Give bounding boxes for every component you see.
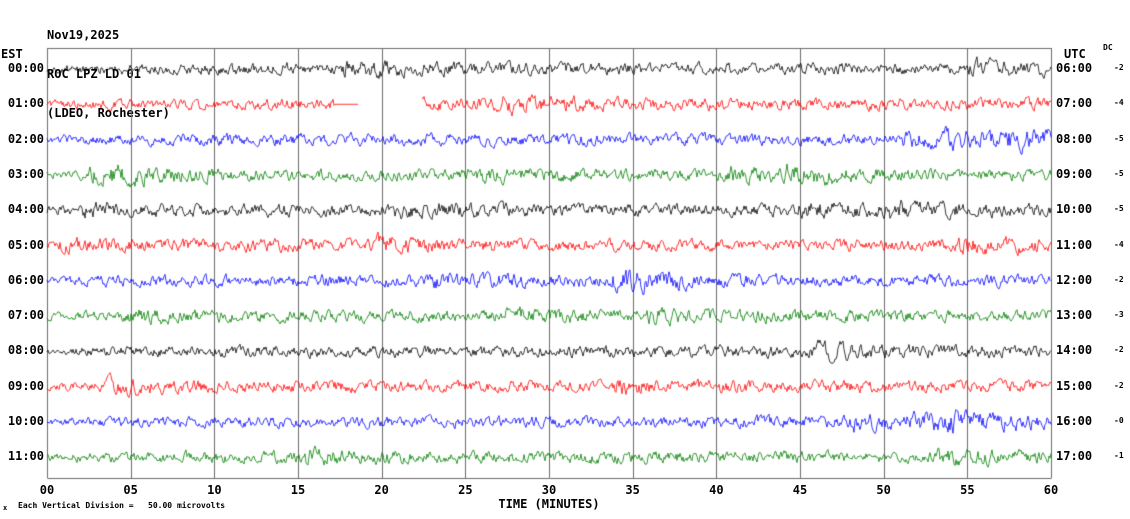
- x-tick-label: 10: [207, 483, 222, 497]
- dc-offset-value: -4: [1114, 239, 1124, 249]
- scale-marker: x: [3, 504, 8, 512]
- dc-offset-value: -4: [1114, 98, 1124, 108]
- est-hour-label: 10:00: [7, 414, 44, 428]
- utc-hour-label: 17:00: [1056, 449, 1093, 464]
- x-tick-label: 55: [960, 483, 975, 497]
- utc-hour-label: 12:00: [1056, 272, 1093, 287]
- x-axis-title: TIME (MINUTES): [498, 497, 600, 511]
- est-hour-label: 04:00: [7, 202, 44, 217]
- dc-offset-value: -3: [1114, 310, 1124, 320]
- x-tick-label: 50: [876, 483, 891, 497]
- est-hour-label: 08:00: [7, 343, 44, 358]
- dc-offset-value: -5: [1114, 168, 1124, 178]
- est-hour-label: 02:00: [7, 131, 44, 146]
- utc-hour-label: 07:00: [1056, 96, 1093, 111]
- x-tick-label: 05: [123, 483, 138, 497]
- dc-offset-value: -1: [1114, 451, 1124, 461]
- dc-offset-value: -5: [1114, 133, 1124, 143]
- est-hour-label: 11:00: [7, 449, 44, 464]
- dc-offset-value: -5: [1114, 204, 1124, 214]
- utc-hour-label: 10:00: [1056, 202, 1093, 217]
- dc-offset-value: -2: [1114, 274, 1124, 284]
- est-hour-label: 06:00: [7, 272, 44, 287]
- est-hour-label: 01:00: [7, 96, 44, 111]
- x-tick-label: 20: [374, 483, 389, 497]
- utc-hour-label: 06:00: [1056, 61, 1093, 75]
- utc-hour-label: 13:00: [1056, 308, 1093, 323]
- est-hour-label: 00:00: [7, 61, 44, 75]
- dc-offset-value: -2: [1114, 63, 1124, 72]
- dc-offset-value: -0: [1114, 416, 1124, 425]
- utc-hour-label: 15:00: [1056, 378, 1093, 393]
- x-tick-label: 60: [1043, 483, 1059, 497]
- x-tick-label: 00: [39, 483, 55, 497]
- utc-hour-label: 09:00: [1056, 166, 1093, 181]
- est-hour-label: 07:00: [7, 308, 44, 323]
- utc-hour-label: 11:00: [1056, 237, 1093, 252]
- est-hour-label: 09:00: [7, 378, 44, 393]
- x-tick-label: 25: [458, 483, 473, 497]
- dc-offset-value: -2: [1114, 345, 1124, 355]
- scale-note: Each Vertical Division = 50.00 microvolt…: [18, 501, 226, 510]
- utc-hour-label: 08:00: [1056, 131, 1093, 146]
- x-tick-label: 35: [625, 483, 640, 497]
- est-hour-label: 05:00: [7, 237, 44, 252]
- x-tick-label: 40: [709, 483, 724, 497]
- utc-hour-label: 16:00: [1056, 414, 1093, 428]
- utc-hour-label: 14:00: [1056, 343, 1093, 358]
- dc-offset-value: -2: [1114, 380, 1124, 390]
- x-tick-label: 30: [541, 483, 557, 497]
- x-tick-label: 15: [290, 483, 306, 497]
- x-tick-label: 45: [792, 483, 808, 497]
- est-hour-label: 03:00: [7, 166, 44, 181]
